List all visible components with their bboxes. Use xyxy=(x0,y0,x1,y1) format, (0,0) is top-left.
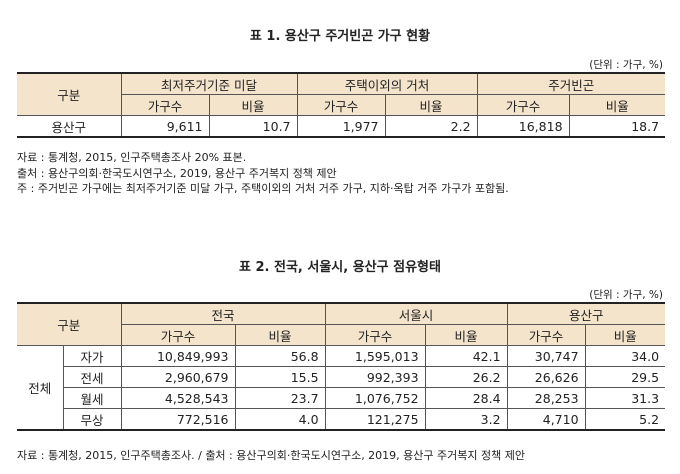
cell: 15.5 xyxy=(234,366,326,388)
table2-sub-header: 가구수 xyxy=(324,324,426,346)
cell: 18.7 xyxy=(568,115,666,138)
table2-sub-header: 가구수 xyxy=(506,324,586,346)
table2: 구분 전국 서울시 용산구 가구수 비율 가구수 비율 가구수 비율 전체 자가… xyxy=(17,302,666,431)
table1-col-header: 주거빈곤 xyxy=(476,72,666,95)
cell: 29.5 xyxy=(584,366,666,388)
cell: 26,626 xyxy=(506,366,586,388)
cell: 2.2 xyxy=(384,115,478,138)
table1-title: 표 1. 용산구 주거빈곤 가구 현황 xyxy=(249,29,431,44)
cell: 4,528,543 xyxy=(120,387,236,409)
table2-unit: (단위 : 가구, %) xyxy=(589,289,663,301)
table1-sub-header: 비율 xyxy=(208,94,298,116)
table-row: 전체 자가 10,849,993 56.8 1,595,013 42.1 30,… xyxy=(17,345,666,431)
cell: 1,076,752 xyxy=(324,387,426,409)
table1-sub-header: 가구수 xyxy=(120,94,210,116)
cell: 5.2 xyxy=(584,408,666,431)
cell: 34.0 xyxy=(584,345,666,367)
cell: 121,275 xyxy=(324,408,426,431)
table-row: 무상 772,516 4.0 121,275 3.2 4,710 5.2 xyxy=(17,408,666,431)
cell: 772,516 xyxy=(120,408,236,431)
cell: 23.7 xyxy=(234,387,326,409)
cell: 56.8 xyxy=(234,345,326,367)
table1: 구분 최저주거기준 미달 주택이외의 거처 주거빈곤 가구수 비율 가구수 비율… xyxy=(17,72,666,138)
cell: 4,710 xyxy=(506,408,586,431)
row-label: 자가 xyxy=(62,345,122,367)
cell: 16,818 xyxy=(476,115,570,138)
table2-col-header: 전국 xyxy=(120,302,326,325)
table1-sub-header: 가구수 xyxy=(296,94,386,116)
cell: 26.2 xyxy=(424,366,508,388)
table2-sub-header: 비율 xyxy=(234,324,326,346)
cell: 28.4 xyxy=(424,387,508,409)
table1-sub-header: 비율 xyxy=(568,94,666,116)
note-line: 주 : 주거빈곤 가구에는 최저주거기준 미달 가구, 주택이외의 거처 거주 … xyxy=(17,182,509,195)
cell: 10.7 xyxy=(208,115,298,138)
note-line: 자료 : 통계청, 2015, 인구주택총조사 20% 표본. xyxy=(17,151,247,164)
table2-title: 표 2. 전국, 서울시, 용산구 점유형태 xyxy=(239,260,441,275)
cell: 992,393 xyxy=(324,366,426,388)
table1-col-header: 최저주거기준 미달 xyxy=(120,72,298,95)
cell: 42.1 xyxy=(424,345,508,367)
row-label: 전세 xyxy=(62,366,122,388)
note-line: 출처 : 용산구의회·한국도시연구소, 2019, 용산구 주거복지 정책 제안 xyxy=(17,166,337,180)
cell: 10,849,993 xyxy=(120,345,236,367)
table2-sub-header: 가구수 xyxy=(120,324,236,346)
table-row: 월세 4,528,543 23.7 1,076,752 28.4 28,253 … xyxy=(17,387,666,409)
table1-notes: 자료 : 통계청, 2015, 인구주택총조사 20% 표본. 출처 : 용산구… xyxy=(17,150,509,197)
cell: 28,253 xyxy=(506,387,586,409)
table2-sub-header: 비율 xyxy=(424,324,508,346)
cell: 2,960,679 xyxy=(120,366,236,388)
table2-source: 자료 : 통계청, 2015, 인구주택총조사. / 출처 : 용산구의회·한국… xyxy=(17,449,525,462)
cell: 31.3 xyxy=(584,387,666,409)
table-row: 전세 2,960,679 15.5 992,393 26.2 26,626 29… xyxy=(17,366,666,388)
table1-sub-header: 가구수 xyxy=(476,94,570,116)
group-label: 전체 xyxy=(17,345,64,431)
cell: 9,611 xyxy=(120,115,210,138)
table2-col-header: 서울시 xyxy=(324,302,508,325)
table2-header-group: 구분 xyxy=(17,302,122,346)
cell: 30,747 xyxy=(506,345,586,367)
table1-sub-header: 비율 xyxy=(384,94,478,116)
cell: 1,595,013 xyxy=(324,345,426,367)
table2-col-header: 용산구 xyxy=(506,302,666,325)
table2-sub-header: 비율 xyxy=(584,324,666,346)
table1-header-group: 구분 xyxy=(17,72,122,116)
cell: 1,977 xyxy=(296,115,386,138)
table1-unit: (단위 : 가구, %) xyxy=(589,59,663,71)
row-label: 무상 xyxy=(62,408,122,431)
cell: 4.0 xyxy=(234,408,326,431)
row-label: 월세 xyxy=(62,387,122,409)
table1-col-header: 주택이외의 거처 xyxy=(296,72,478,95)
table-row: 용산구 9,611 10.7 1,977 2.2 16,818 18.7 xyxy=(17,115,666,138)
row-label: 용산구 xyxy=(17,115,122,138)
cell: 3.2 xyxy=(424,408,508,431)
